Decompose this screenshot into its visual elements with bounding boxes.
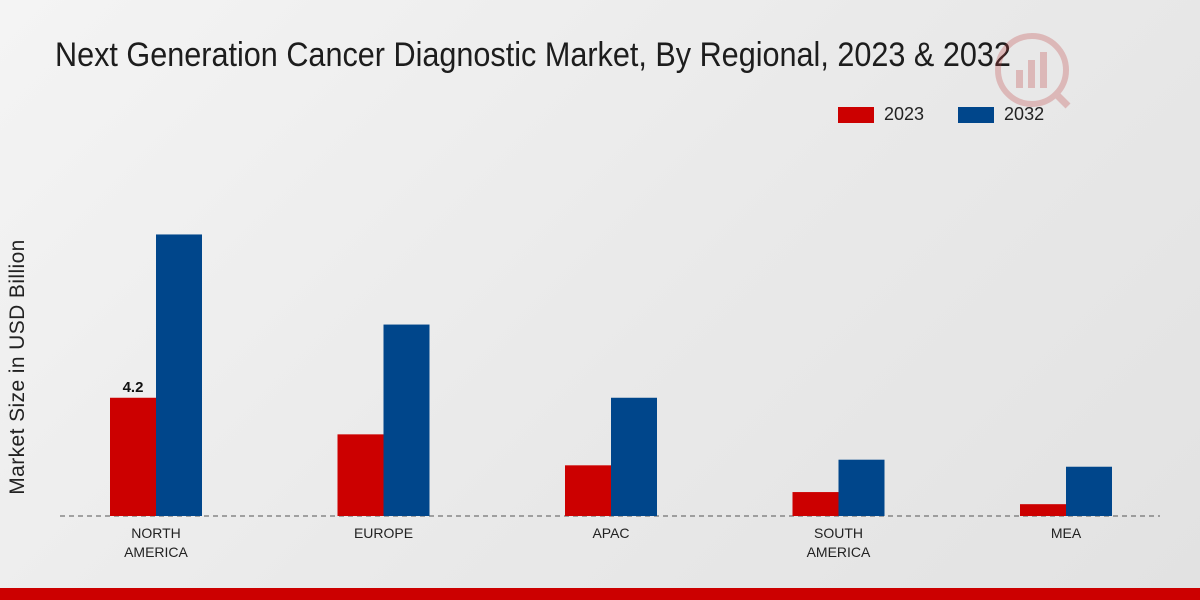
bar-2032-mea	[1066, 466, 1112, 516]
legend-item-2023: 2023	[838, 104, 924, 125]
legend-item-2032: 2032	[958, 104, 1044, 125]
bar-2023-mea	[1020, 504, 1066, 516]
bar-2032-europe	[383, 324, 430, 516]
bar-2032-apac	[611, 397, 657, 516]
x-tick-label: MEA	[1051, 525, 1082, 541]
legend-swatch-2032	[958, 106, 995, 123]
x-tick-label: EUROPE	[354, 525, 413, 541]
bar-2023-north-america	[110, 397, 156, 516]
legend-label-2032: 2032	[1004, 104, 1045, 124]
legend-label-2023: 2023	[884, 104, 925, 124]
bar-2023-europe	[337, 434, 384, 516]
legend-swatch-2023	[838, 106, 874, 123]
watermark-logo-icon	[995, 33, 1071, 109]
x-tick-label: APAC	[592, 525, 629, 541]
bar-2023-south-america	[792, 492, 839, 516]
x-tick-label: NORTH AMERICA	[124, 525, 188, 560]
data-label: 4.2	[123, 379, 144, 396]
bar-2032-north-america	[156, 234, 202, 516]
x-tick-label: SOUTH AMERICA	[807, 525, 871, 560]
bar-2032-south-america	[838, 459, 885, 516]
chart-legend: 2023 2032	[838, 104, 1078, 125]
bar-2023-apac	[565, 465, 611, 516]
chart-title: Next Generation Cancer Diagnostic Market…	[55, 36, 1011, 74]
footer-accent-bar	[0, 588, 1200, 600]
